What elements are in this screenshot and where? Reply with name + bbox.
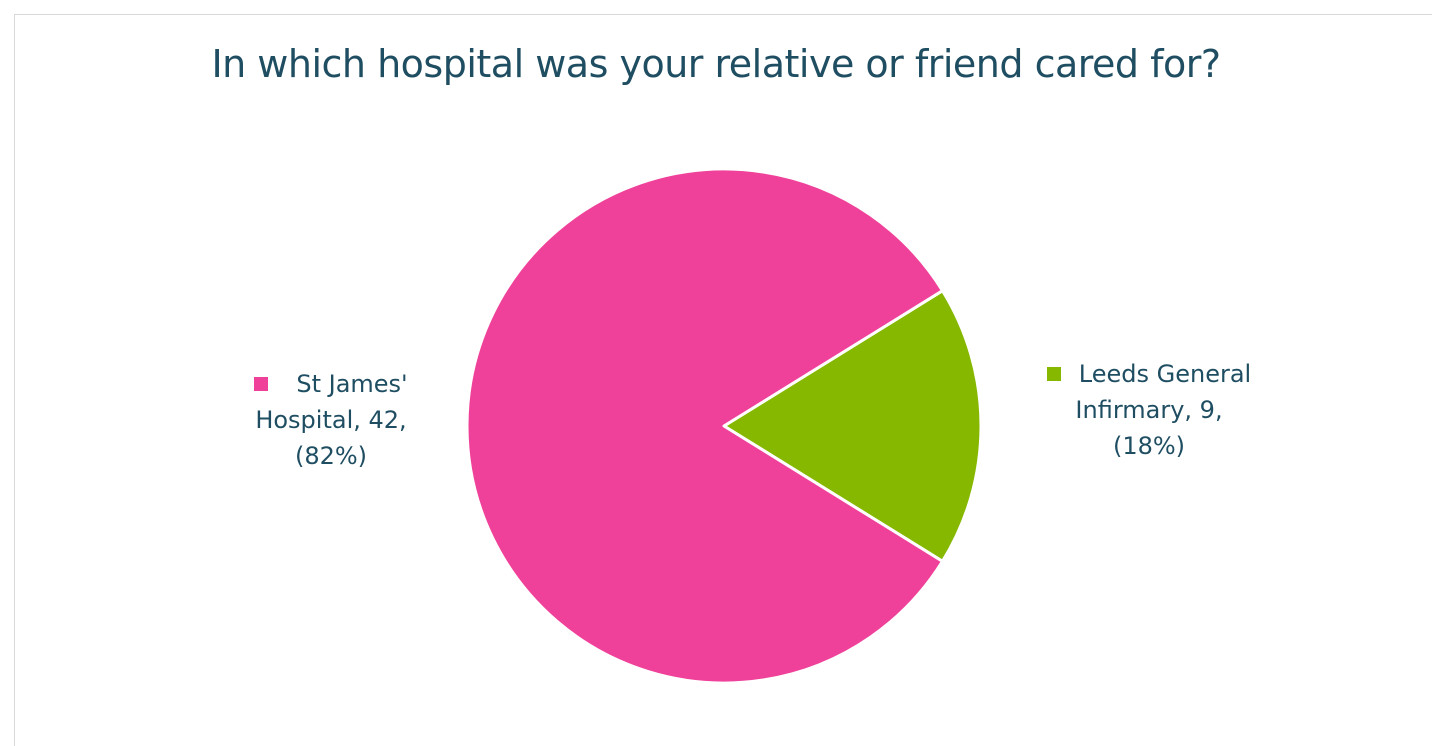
data-label-st-james: St James' Hospital, 42, (82%) [196,366,466,474]
data-label-leeds-general: Leeds General Infirmary, 9, (18%) [1004,356,1294,464]
legend-key-st-james [254,377,269,391]
legend-key-leeds-general [1046,367,1061,381]
data-label-line: Infirmary, 9, [1075,396,1223,424]
pie-slice-leeds-general-infirmary [722,289,983,563]
pie-slice-st-james-hospital [465,167,945,685]
data-label-line: (82%) [294,442,368,470]
data-label-line: St James' [296,370,408,398]
data-label-line: Leeds General [1078,360,1252,388]
chart-title: In which hospital was your relative or f… [211,42,1221,86]
data-label-line: Hospital, 42, [255,406,407,434]
data-label-line: (18%) [1112,432,1186,460]
